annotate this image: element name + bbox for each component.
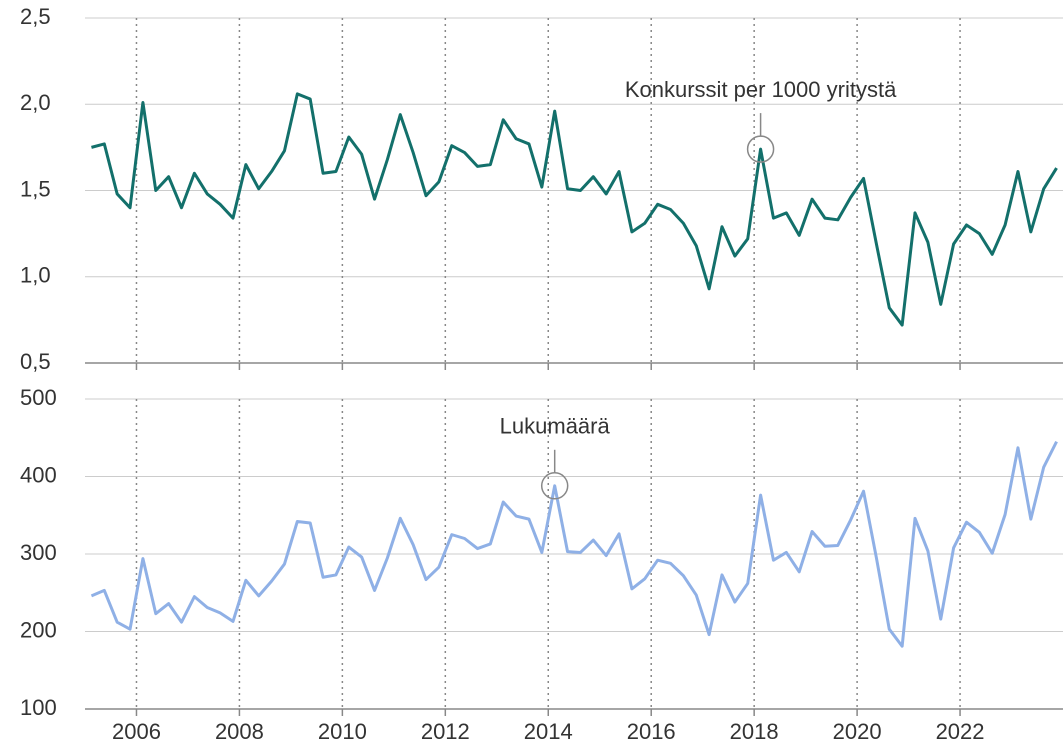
x-tick-label: 2010: [318, 719, 367, 744]
x-tick-label: 2016: [627, 719, 676, 744]
y-tick-label: 1,0: [20, 263, 51, 288]
x-tick-label: 2008: [215, 719, 264, 744]
x-tick-label: 2006: [112, 719, 161, 744]
series-line: [90, 440, 1058, 648]
x-tick-label: 2018: [730, 719, 779, 744]
x-tick-label: 2020: [833, 719, 882, 744]
y-tick-label: 400: [20, 462, 57, 487]
y-tick-label: 500: [20, 385, 57, 410]
y-tick-label: 100: [20, 695, 57, 720]
annotation-label: Lukumäärä: [500, 414, 611, 439]
y-tick-label: 0,5: [20, 349, 51, 374]
x-tick-label: 2014: [524, 719, 573, 744]
y-tick-label: 2,5: [20, 4, 51, 29]
y-tick-label: 300: [20, 540, 57, 565]
series-line: [91, 92, 1058, 327]
y-tick-label: 200: [20, 617, 57, 642]
y-tick-label: 1,5: [20, 176, 51, 201]
y-tick-label: 2,0: [20, 90, 51, 115]
x-tick-label: 2012: [421, 719, 470, 744]
x-tick-label: 2022: [936, 719, 985, 744]
annotation-label: Konkurssit per 1000 yritystä: [625, 77, 897, 102]
